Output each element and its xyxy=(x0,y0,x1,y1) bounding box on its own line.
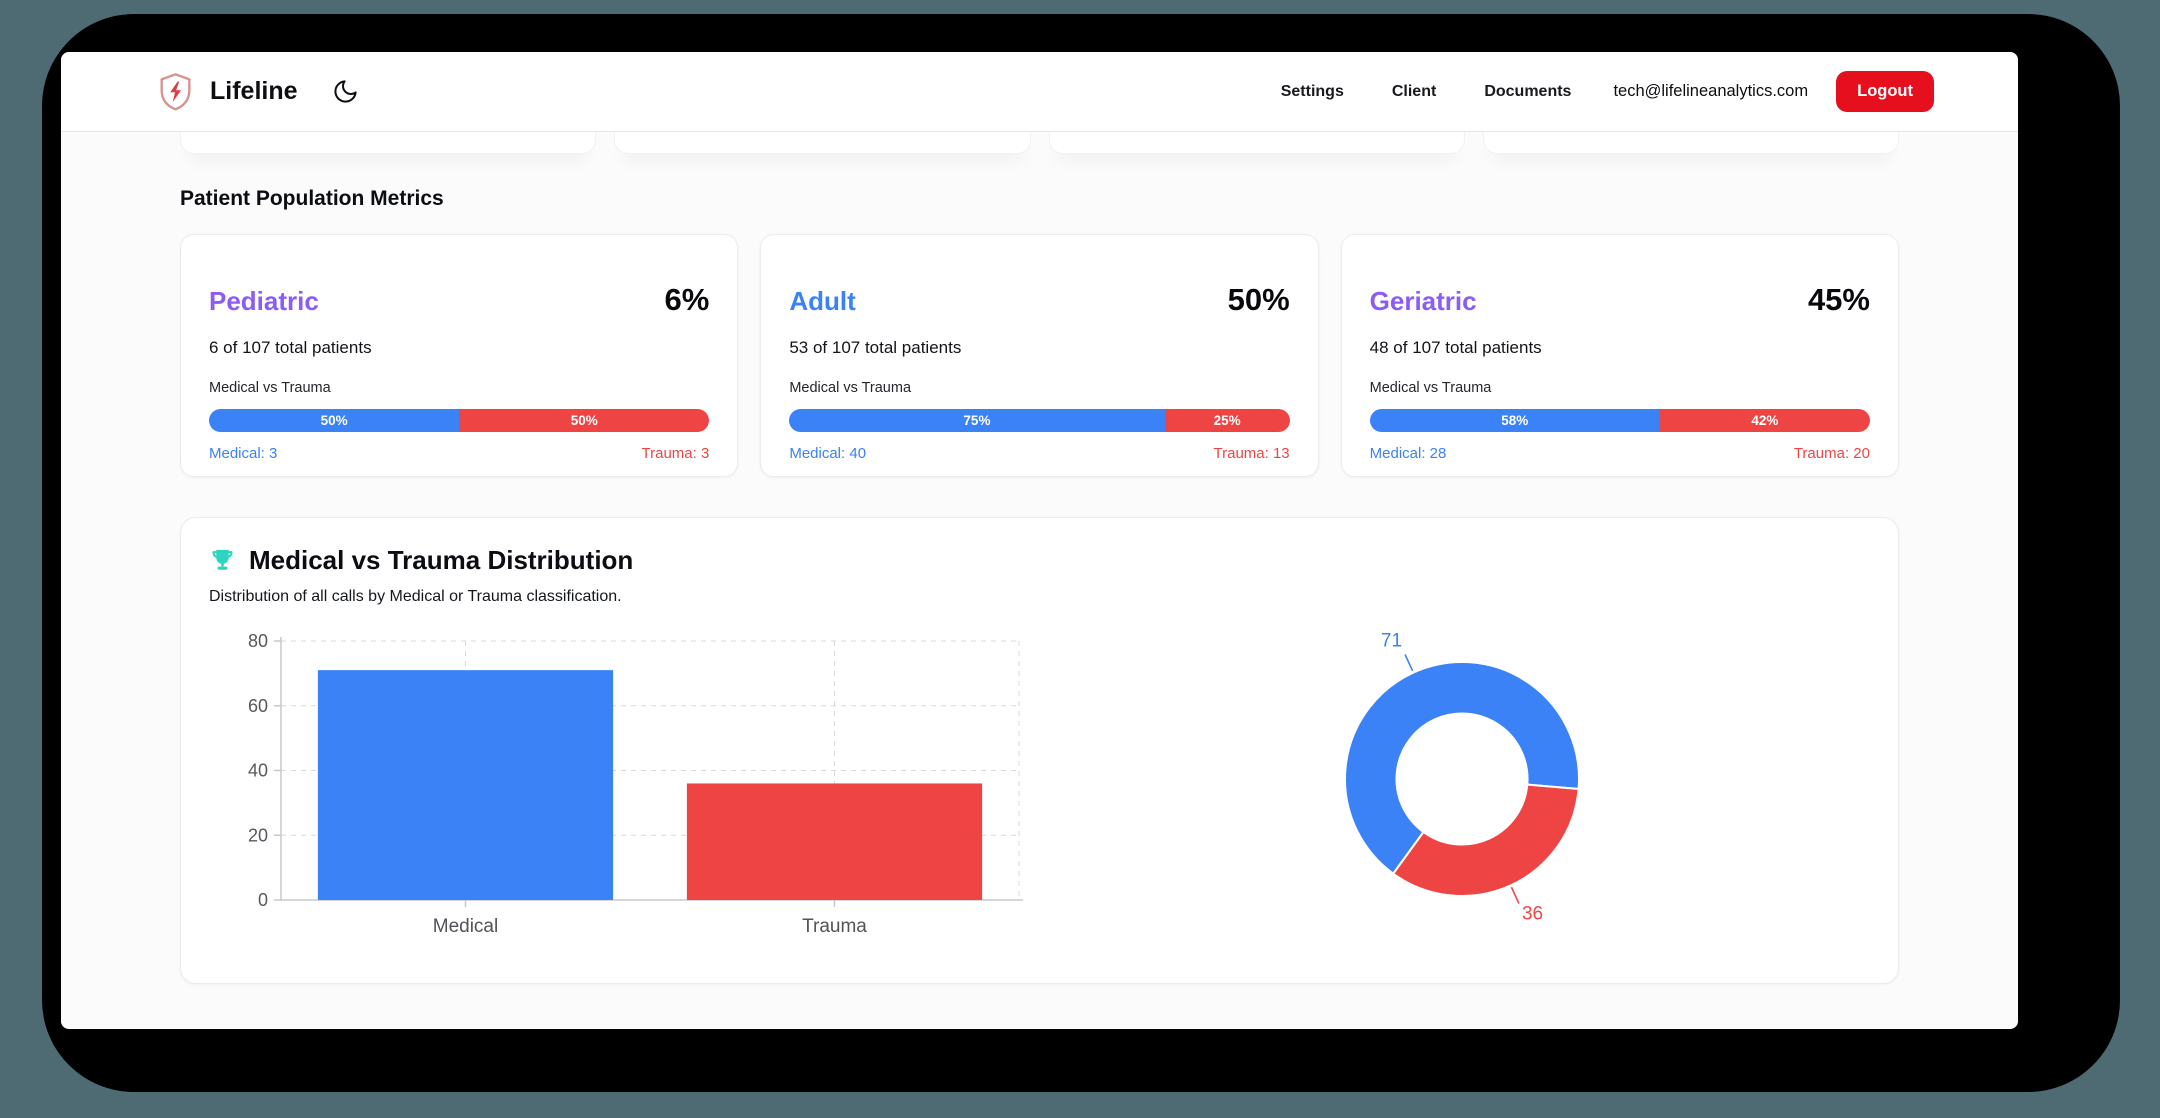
trauma-segment: 50% xyxy=(459,409,710,432)
svg-text:Trauma: Trauma xyxy=(802,916,867,936)
svg-text:71: 71 xyxy=(1381,630,1402,651)
card-legend: Medical: 28 Trauma: 20 xyxy=(1370,445,1870,462)
medical-trauma-bar: 75% 25% xyxy=(789,409,1290,432)
cutoff-card xyxy=(1482,132,1899,154)
distribution-card: Medical vs Trauma Distribution Distribut… xyxy=(180,517,1899,984)
distribution-header: Medical vs Trauma Distribution xyxy=(209,545,1870,576)
main-content: Patient Population Metrics Pediatric 6% … xyxy=(61,132,2018,1028)
card-percent: 50% xyxy=(1227,282,1290,317)
medical-count: Medical: 3 xyxy=(209,445,278,462)
card-header: Pediatric 6% xyxy=(209,282,709,318)
svg-text:Medical: Medical xyxy=(433,916,498,936)
trauma-segment-label: 42% xyxy=(1751,413,1779,428)
distribution-title: Medical vs Trauma Distribution xyxy=(249,545,634,575)
medical-trauma-bar: 58% 42% xyxy=(1369,409,1870,432)
svg-text:60: 60 xyxy=(248,696,268,716)
trauma-count: Trauma: 20 xyxy=(1793,445,1870,462)
medical-segment: 50% xyxy=(209,409,460,432)
population-card-adult: Adult 50% 53 of 107 total patients Medic… xyxy=(760,234,1319,477)
population-card-pediatric: Pediatric 6% 6 of 107 total patients Med… xyxy=(180,234,739,477)
medical-segment-label: 50% xyxy=(320,413,348,428)
user-email: tech@lifelineanalytics.com xyxy=(1613,82,1809,100)
card-bar-title: Medical vs Trauma xyxy=(789,380,912,396)
card-legend: Medical: 40 Trauma: 13 xyxy=(789,445,1289,462)
card-title: Pediatric xyxy=(209,286,319,316)
card-percent: 45% xyxy=(1807,282,1870,317)
medical-segment-label: 75% xyxy=(963,413,991,428)
logout-button[interactable]: Logout xyxy=(1836,71,1934,112)
trauma-segment: 42% xyxy=(1659,409,1870,432)
cutoff-card xyxy=(614,132,1031,154)
svg-text:36: 36 xyxy=(1522,904,1543,925)
trauma-segment: 25% xyxy=(1164,409,1290,432)
donut-chart: 71 36 xyxy=(1344,630,1580,925)
card-bar-title: Medical vs Trauma xyxy=(1369,380,1492,396)
nav-documents[interactable]: Documents xyxy=(1484,82,1572,100)
app-window: Lifeline Settings Client Documents tech@… xyxy=(61,52,2018,1029)
medical-count: Medical: 40 xyxy=(789,445,867,462)
trophy-icon xyxy=(212,549,233,570)
bar-chart: 0 20 40 60 80 Medical Trauma xyxy=(248,631,1023,936)
card-percent: 6% xyxy=(664,282,710,317)
cutoff-card xyxy=(180,132,597,154)
card-legend: Medical: 3 Trauma: 3 xyxy=(209,445,709,462)
moon-icon xyxy=(333,80,357,103)
top-nav: Settings Client Documents tech@lifelinea… xyxy=(1281,71,1934,112)
svg-text:0: 0 xyxy=(258,890,268,910)
medical-segment: 75% xyxy=(789,409,1165,432)
distribution-subtitle: Distribution of all calls by Medical or … xyxy=(209,588,622,605)
brand: Lifeline xyxy=(157,72,363,112)
card-title: Adult xyxy=(789,286,856,316)
nav-client[interactable]: Client xyxy=(1391,82,1437,100)
card-patient-count: 53 of 107 total patients xyxy=(789,338,962,357)
svg-text:40: 40 xyxy=(248,761,268,781)
population-cards: Pediatric 6% 6 of 107 total patients Med… xyxy=(180,234,1899,477)
trauma-count: Trauma: 13 xyxy=(1213,445,1290,462)
medical-segment: 58% xyxy=(1369,409,1660,432)
dark-mode-toggle[interactable] xyxy=(328,74,363,109)
card-header: Adult 50% xyxy=(789,282,1289,318)
trauma-segment-label: 50% xyxy=(570,413,598,428)
trauma-segment-label: 25% xyxy=(1213,413,1241,428)
card-patient-count: 48 of 107 total patients xyxy=(1369,338,1542,357)
trauma-count: Trauma: 3 xyxy=(641,445,710,462)
section-heading: Patient Population Metrics xyxy=(180,187,444,210)
shield-bolt-logo-icon xyxy=(160,72,191,110)
top-bar: Lifeline Settings Client Documents tech@… xyxy=(61,52,2018,132)
medical-segment-label: 58% xyxy=(1501,413,1529,428)
population-card-geriatric: Geriatric 45% 48 of 107 total patients M… xyxy=(1340,234,1899,477)
svg-text:80: 80 xyxy=(248,631,268,651)
svg-text:20: 20 xyxy=(248,825,268,845)
nav-settings[interactable]: Settings xyxy=(1280,82,1344,100)
charts-area: 0 20 40 60 80 Medical Trauma 71 36 xyxy=(209,626,1870,956)
scrolled-cards-row xyxy=(180,132,1899,154)
medical-trauma-bar: 50% 50% xyxy=(209,409,710,432)
card-title: Geriatric xyxy=(1369,286,1477,316)
cutoff-card xyxy=(1048,132,1465,154)
card-header: Geriatric 45% xyxy=(1370,282,1870,318)
medical-count: Medical: 28 xyxy=(1369,445,1447,462)
card-patient-count: 6 of 107 total patients xyxy=(209,338,372,357)
brand-name: Lifeline xyxy=(210,77,298,105)
card-bar-title: Medical vs Trauma xyxy=(209,380,331,396)
